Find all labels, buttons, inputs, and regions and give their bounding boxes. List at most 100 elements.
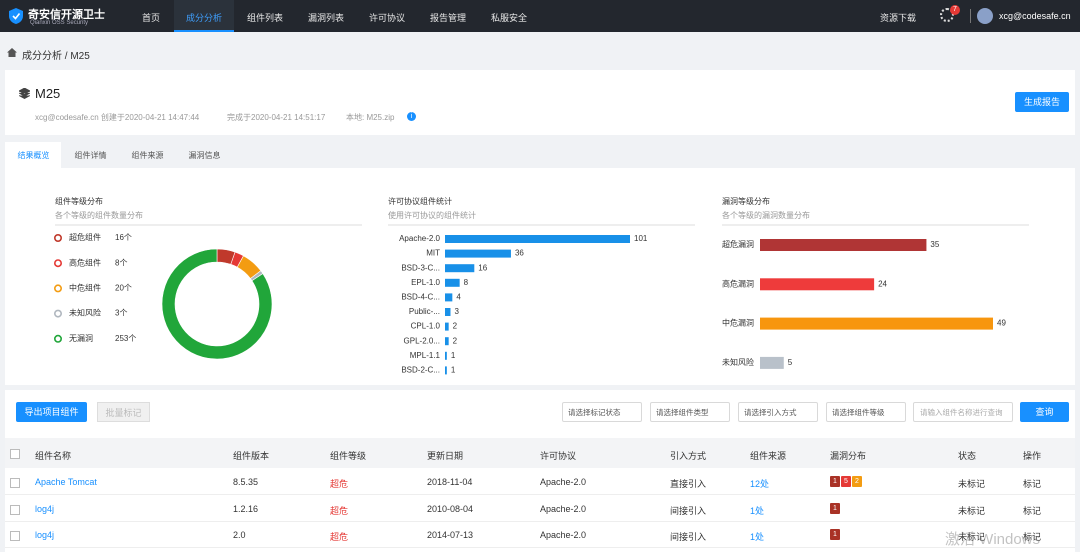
gear-icon[interactable] [940,8,954,22]
column-header: 组件等级 [330,451,367,461]
nav-item[interactable]: 成分分析 [185,13,222,23]
filter-select[interactable]: 请选择引入方式 [738,402,818,422]
bar [445,278,460,287]
bar [445,366,447,375]
cell-level: 超危 [330,505,349,516]
column-header: 漏洞分布 [830,451,867,461]
legend-label: 无漏洞 [69,333,93,343]
vuln-badge: 1 [830,529,840,541]
cell-status: 未标记 [958,505,986,516]
vuln-badge: 1 [830,476,840,487]
cell-name[interactable]: Apache Tomcat [35,477,97,487]
category-label: EPL-1.0 [411,278,440,287]
search-input[interactable]: 请输入组件名称进行查询 [913,402,1013,422]
cell-intro: 间接引入 [670,505,707,516]
tab[interactable]: 组件来源 [131,151,164,160]
export-button[interactable]: 导出项目组件 [16,402,87,422]
column-header: 操作 [1023,451,1042,461]
nav-item[interactable]: 首页 [141,13,160,23]
legend-marker [53,309,62,318]
table-header [5,438,1075,468]
cell-level: 超危 [330,479,349,489]
cell-intro: 间接引入 [670,532,707,543]
batch-button[interactable]: 批量标记 [97,402,150,422]
value-label: 1 [451,366,456,375]
legend-label: 超危组件 [69,232,101,242]
checkbox[interactable] [10,478,20,488]
category-label: 超危漏洞 [722,239,754,249]
checkbox[interactable] [10,531,20,542]
project-name: M25 [35,86,61,101]
legend-value: 8个 [115,258,127,267]
cell-level: 超危 [330,532,349,543]
watermark: 激活 Windows [945,531,1041,548]
chart-subtitle: 各个等级的漏洞数量分布 [722,210,810,220]
cell-action[interactable]: 标记 [1023,532,1042,543]
chart-title: 组件等级分布 [55,196,103,206]
cell-source[interactable]: 12处 [750,479,770,489]
checkbox[interactable] [10,504,20,515]
cell-name[interactable]: log4j [35,503,55,514]
vuln-badge: 5 [841,476,851,487]
cell-action[interactable]: 标记 [1023,505,1042,516]
nav-item[interactable]: 报告管理 [429,13,466,23]
vuln-badge: 1 [830,502,840,514]
bar [445,351,447,360]
column-header: 更新日期 [427,451,464,461]
report-button[interactable]: 生成报告 [1015,92,1069,112]
nav-user[interactable]: xcg@codesafe.cn [999,11,1071,21]
bar [445,322,449,331]
legend-value: 253个 [115,334,136,343]
cell-source[interactable]: 1处 [750,505,765,516]
category-label: MPL-1.1 [410,351,441,360]
nav-download[interactable]: 资源下载 [880,13,917,23]
filter-select[interactable]: 请选择组件等级 [826,402,906,422]
value-label: 3 [454,307,459,316]
cell-date: 2018-11-04 [427,477,473,487]
row-divider [5,494,1075,495]
info-icon[interactable]: i [407,112,416,121]
logo-sub: Qianxin OSS Security [30,20,89,26]
cell-version: 8.5.35 [233,477,259,487]
column-header: 状态 [958,451,977,461]
avatar[interactable] [977,8,993,24]
category-label: BSD-4-C... [401,293,440,302]
cell-name[interactable]: log4j [35,530,55,541]
cell-status: 未标记 [958,532,986,543]
value-label: 36 [515,249,524,258]
search-button[interactable]: 查询 [1020,402,1069,422]
nav-item[interactable]: 漏洞列表 [307,13,344,23]
logo-icon [9,8,23,24]
cell-license: Apache-2.0 [540,477,587,487]
tab[interactable]: 组件详情 [74,151,107,160]
value-label: 2 [453,336,458,345]
nav-item[interactable]: 组件列表 [246,13,283,23]
nav-item[interactable]: 许可协议 [368,13,405,23]
cell-action[interactable]: 标记 [1023,479,1042,489]
cell-license: Apache-2.0 [540,503,587,514]
cell-date: 2014-07-13 [427,530,474,541]
category-label: CPL-1.0 [411,322,441,331]
checkbox[interactable] [10,449,20,459]
legend-label: 中危组件 [69,283,101,293]
category-label: 未知风险 [722,357,754,367]
project-source: 本地: M25.zip [346,113,395,122]
legend-marker [53,259,62,268]
nav-item[interactable]: 私服安全 [490,13,527,23]
filter-select[interactable]: 请选择组件类型 [650,402,730,422]
bar [445,308,451,316]
filter-select[interactable]: 请选择标记状态 [562,402,642,422]
bar [445,293,453,302]
cell-source[interactable]: 1处 [750,532,765,543]
cell-status: 未标记 [958,479,986,489]
breadcrumb[interactable]: 成分分析 / M25 [22,51,90,62]
tab[interactable]: 结果概览 [17,151,50,160]
row-divider [5,547,1075,549]
tab[interactable]: 漏洞信息 [188,151,221,160]
project-card [5,70,1075,135]
home-icon [7,48,17,57]
legend-value: 3个 [115,309,127,318]
bar [445,249,511,258]
